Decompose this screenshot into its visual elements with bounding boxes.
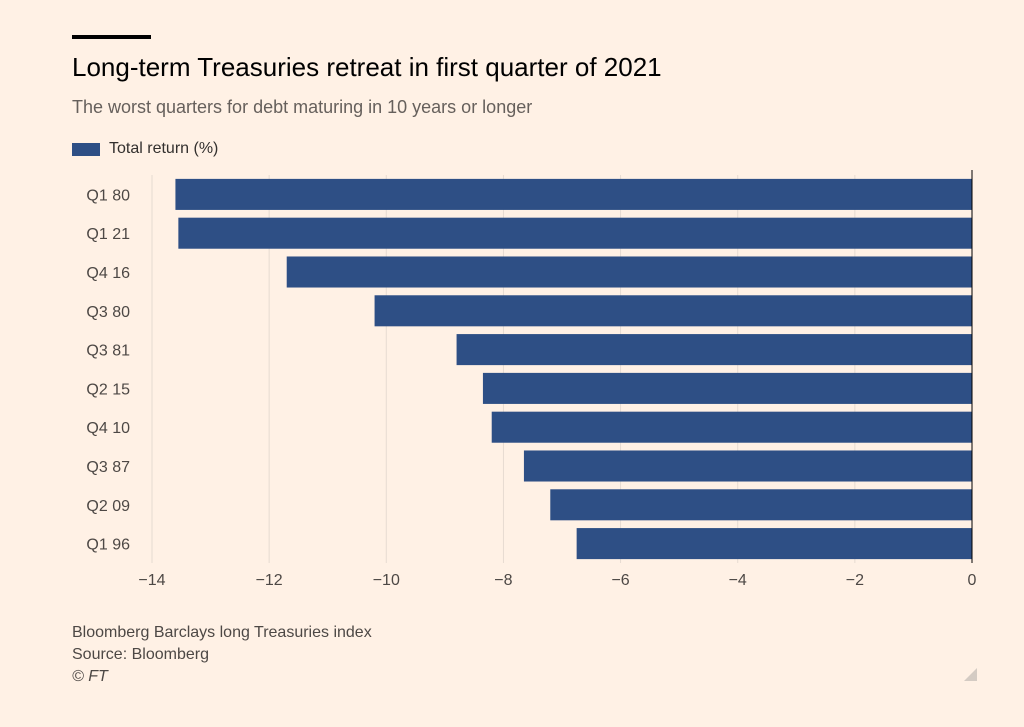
category-label: Q1 80 bbox=[86, 187, 130, 204]
x-tick-label: −6 bbox=[611, 572, 629, 589]
bar bbox=[523, 450, 972, 482]
x-tick-label: −14 bbox=[138, 572, 165, 589]
bar bbox=[286, 256, 972, 288]
footer: Bloomberg Barclays long Treasuries index… bbox=[72, 622, 372, 688]
bar bbox=[175, 178, 972, 210]
title-accent-bar bbox=[72, 35, 151, 39]
chart-subtitle: The worst quarters for debt maturing in … bbox=[72, 97, 533, 117]
x-tick-label: −4 bbox=[729, 572, 747, 589]
category-label: Q2 09 bbox=[86, 498, 130, 515]
category-label: Q4 10 bbox=[86, 420, 130, 437]
category-label: Q4 16 bbox=[86, 265, 130, 282]
footer-copyright: © FT bbox=[72, 668, 108, 685]
bar bbox=[456, 334, 973, 366]
bar bbox=[374, 295, 973, 327]
resize-corner-icon bbox=[964, 668, 977, 681]
x-tick-label: 0 bbox=[968, 572, 977, 589]
x-tick-label: −12 bbox=[256, 572, 283, 589]
chart-title: Long-term Treasuries retreat in first qu… bbox=[72, 52, 662, 82]
x-tick-label: −10 bbox=[373, 572, 400, 589]
footer-note: Bloomberg Barclays long Treasuries index bbox=[72, 624, 372, 641]
x-tick-label: −8 bbox=[494, 572, 512, 589]
bar bbox=[576, 528, 972, 560]
footer-source: Source: Bloomberg bbox=[72, 646, 209, 663]
legend: Total return (%) bbox=[72, 140, 218, 158]
legend-swatch bbox=[72, 142, 100, 156]
category-label: Q2 15 bbox=[86, 381, 130, 398]
category-label: Q3 80 bbox=[86, 304, 130, 321]
category-label: Q1 21 bbox=[86, 226, 130, 243]
legend-label: Total return (%) bbox=[109, 140, 219, 157]
category-label: Q3 81 bbox=[86, 343, 130, 360]
bar bbox=[482, 372, 972, 404]
bar bbox=[491, 411, 972, 443]
category-label: Q3 87 bbox=[86, 459, 130, 476]
x-tick-label: −2 bbox=[846, 572, 864, 589]
bar bbox=[178, 217, 972, 249]
category-label: Q1 96 bbox=[86, 537, 130, 554]
bar bbox=[550, 489, 972, 521]
